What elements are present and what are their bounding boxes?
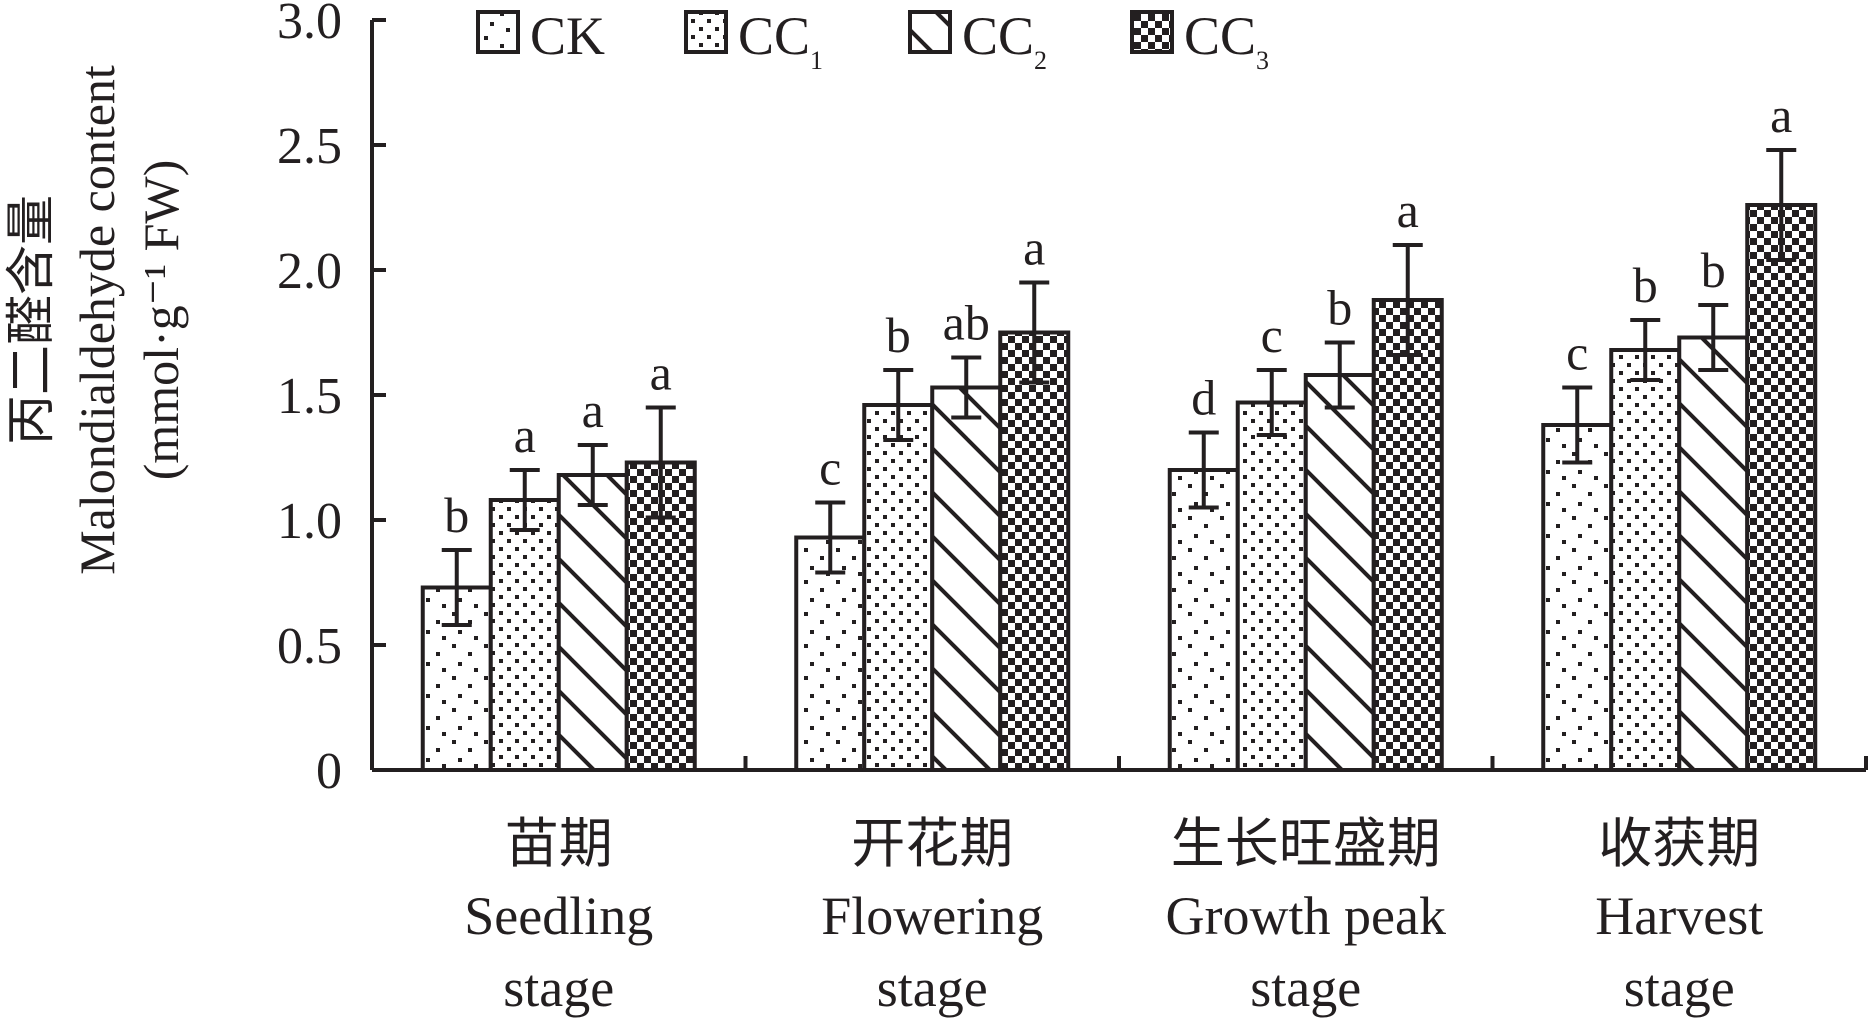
category-label-stage: stage [503, 958, 614, 1018]
category-label-en: Growth peak [1166, 886, 1446, 946]
significance-label: a [1397, 182, 1419, 238]
bar-ck [1541, 423, 1614, 772]
y-tick-label: 3.0 [277, 0, 342, 50]
bar-cc3 [998, 330, 1071, 772]
significance-label: b [1327, 280, 1352, 336]
bar-cc2 [930, 385, 1003, 772]
bar-cc3 [1745, 203, 1818, 772]
axes: 0 0.5 1.0 1.5 2.0 2.5 3.0 苗期 Seedling stage 开花期 Flo… [277, 0, 1868, 1018]
significance-label: a [650, 345, 672, 401]
y-tick-label: 2.0 [277, 243, 342, 300]
legend-swatch-ck [476, 10, 520, 54]
significance-label: a [1770, 87, 1792, 143]
category-label-en: Flowering [821, 886, 1043, 946]
y-tick-label: 1.5 [277, 368, 342, 425]
y-tick-label: 2.5 [277, 118, 342, 175]
legend-label-cc1: CC1 [738, 6, 823, 75]
bar-cc1 [1235, 400, 1308, 772]
legend-swatch-cc2 [908, 10, 952, 54]
category-label-cn: 开花期 [851, 814, 1013, 874]
bar-cc2 [1677, 335, 1750, 772]
category-label-stage: stage [1250, 958, 1361, 1018]
y-axis-title-cn: 丙二醛含量 [3, 195, 59, 445]
legend-swatch-cc3 [1130, 10, 1174, 54]
bar-ck [794, 535, 867, 772]
y-axis-unit: (mmol·g⁻¹ FW) [133, 160, 189, 481]
category-label-cn: 苗期 [505, 814, 613, 874]
bar-cc1 [488, 498, 561, 772]
y-tick-label: 0 [316, 743, 342, 800]
significance-label: a [514, 407, 536, 463]
bar-cc1 [1609, 348, 1682, 772]
legend-label-cc3: CC3 [1184, 6, 1269, 75]
legend-swatch-cc1 [684, 10, 728, 54]
legend-label-ck: CK [530, 6, 605, 66]
significance-label: d [1191, 370, 1216, 426]
y-tick-label: 1.0 [277, 493, 342, 550]
category-label-en: Harvest [1595, 886, 1763, 946]
significance-label: c [1261, 307, 1283, 363]
category-label-stage: stage [1624, 958, 1735, 1018]
legend: CK CC1 CC2 CC3 [476, 6, 1269, 75]
significance-label: a [582, 382, 604, 438]
bar-cc3 [1371, 298, 1444, 772]
significance-label: b [1633, 257, 1658, 313]
significance-label: a [1023, 220, 1045, 276]
significance-label: b [1701, 242, 1726, 298]
bar-ck [1167, 468, 1240, 772]
y-axis-title-en: Malondialdehyde content [69, 65, 125, 575]
y-tick-label: 0.5 [277, 618, 342, 675]
bar-cc1 [862, 403, 935, 772]
significance-label: c [1566, 325, 1588, 381]
bar-cc2 [556, 473, 629, 772]
category-label-en: Seedling [464, 886, 653, 946]
significance-label: b [886, 307, 911, 363]
significance-label: b [444, 487, 469, 543]
category-label-cn: 收获期 [1598, 814, 1760, 874]
legend-label-cc2: CC2 [962, 6, 1047, 75]
significance-label: c [819, 440, 841, 496]
significance-label: ab [943, 295, 990, 351]
category-label-cn: 生长旺盛期 [1171, 814, 1441, 874]
category-label-stage: stage [877, 958, 988, 1018]
bar-cc2 [1303, 373, 1376, 772]
